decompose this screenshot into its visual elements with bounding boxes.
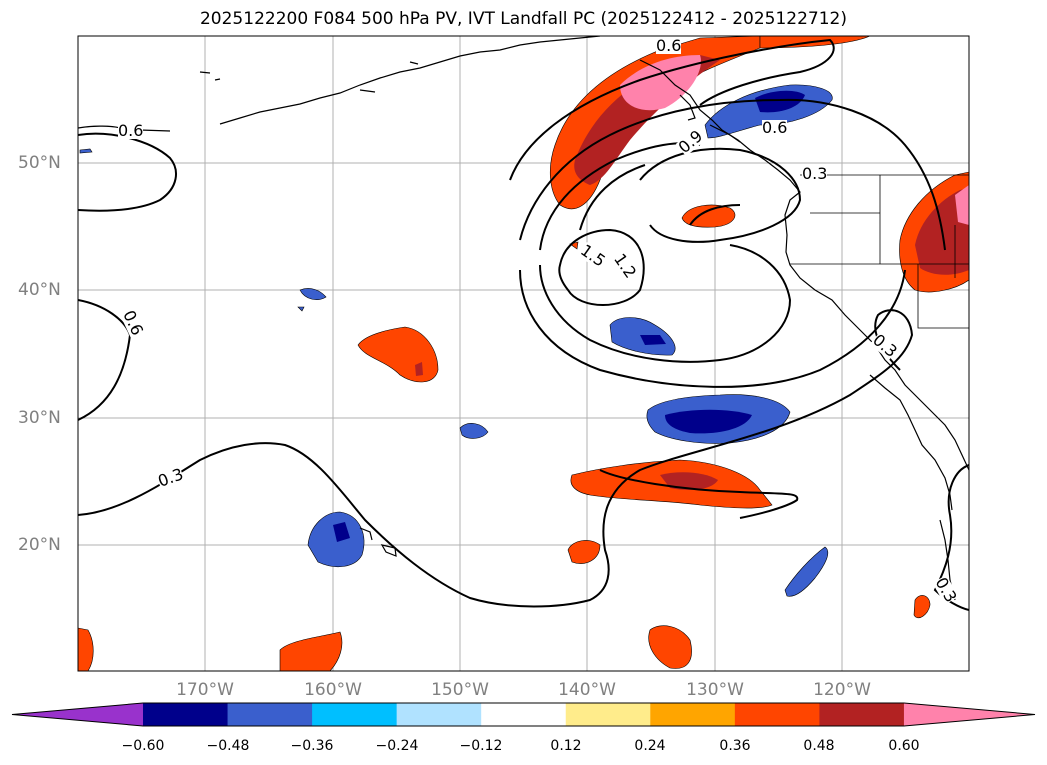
colorbar-tick: −0.36	[290, 738, 334, 754]
colorbar-tick: −0.48	[206, 738, 250, 754]
contour-label: 0.3	[802, 164, 828, 183]
colorbar-segment	[734, 703, 820, 726]
lat-label: 50°N	[18, 153, 61, 173]
colorbar-segment	[396, 703, 482, 726]
lat-label: 30°N	[18, 408, 61, 428]
lon-label: 130°W	[686, 680, 744, 700]
pv-contours	[78, 38, 969, 611]
lon-label: 160°W	[304, 680, 362, 700]
colorbar-tick: 0.60	[888, 738, 920, 754]
gridlines	[78, 36, 969, 671]
colorbar-segment	[650, 703, 736, 726]
lon-label: 120°W	[813, 680, 871, 700]
contour-label: 0.6	[656, 36, 682, 55]
colorbar-segment	[143, 703, 229, 726]
contour-label: 0.6	[762, 118, 788, 137]
colorbar-tick: 0.12	[550, 738, 582, 754]
lat-label: 20°N	[18, 535, 61, 555]
colorbar-tick: −0.12	[459, 738, 503, 754]
map-title: 2025122200 F084 500 hPa PV, IVT Landfall…	[199, 9, 847, 29]
lon-label: 150°W	[431, 680, 489, 700]
colorbar-segment	[565, 703, 651, 726]
colorbar-segment	[819, 703, 905, 726]
colorbar-extend-low	[12, 703, 143, 726]
colorbar-segment	[227, 703, 313, 726]
lon-label: 140°W	[558, 680, 616, 700]
colorbar-tick: 0.36	[719, 738, 751, 754]
colorbar-tick: 0.24	[634, 738, 666, 754]
colorbar-outline	[11, 702, 1036, 727]
colorbar-tick: −0.60	[121, 738, 165, 754]
contour-label: 0.6	[118, 121, 144, 140]
colorbar-segment	[312, 703, 398, 726]
colorbar-extend-high	[903, 703, 1035, 726]
lat-label: 40°N	[18, 280, 61, 300]
colorbar-tick: −0.24	[375, 738, 419, 754]
colorbar-tick: 0.48	[803, 738, 835, 754]
lon-label: 170°W	[176, 680, 234, 700]
coastlines	[78, 36, 969, 601]
colorbar-segment	[481, 703, 567, 726]
negative-anomalies	[79, 84, 833, 597]
